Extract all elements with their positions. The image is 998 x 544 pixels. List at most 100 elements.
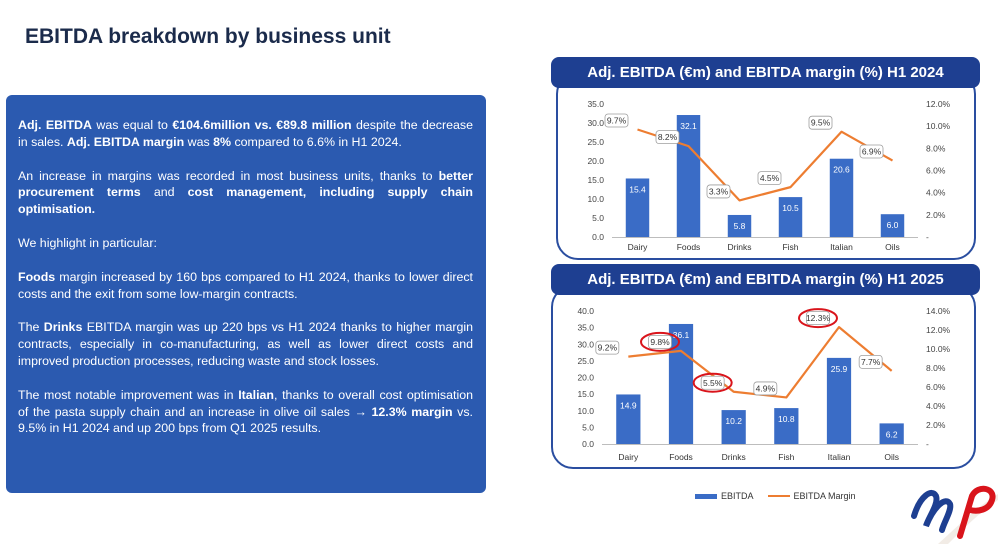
left-axis-tick: 30.0 bbox=[587, 118, 604, 128]
ebitda-bar bbox=[829, 158, 854, 237]
margin-label-box bbox=[858, 354, 883, 369]
margin-data-label: 4.9% bbox=[756, 383, 776, 393]
right-axis-tick: 2.0% bbox=[926, 210, 946, 220]
margin-label-box bbox=[604, 113, 629, 128]
margin-label-box bbox=[700, 375, 725, 390]
page-title: EBITDA breakdown by business unit bbox=[25, 25, 391, 48]
margin-data-label: 5.5% bbox=[703, 378, 723, 388]
margin-label-box bbox=[806, 311, 830, 326]
left-axis-tick: 5.0 bbox=[592, 213, 604, 223]
category-label: Dairy bbox=[628, 242, 649, 252]
category-label: Foods bbox=[677, 242, 701, 252]
right-axis-tick: 10.0% bbox=[926, 344, 951, 354]
category-label: Drinks bbox=[727, 242, 751, 252]
category-label: Italian bbox=[828, 452, 851, 462]
left-axis-tick: 5.0 bbox=[582, 422, 594, 432]
chart-legend: EBITDA EBITDA Margin bbox=[695, 489, 856, 503]
right-axis-tick: 8.0% bbox=[926, 363, 946, 373]
ebitda-bar-label: 10.2 bbox=[725, 416, 742, 426]
margin-data-label: 9.7% bbox=[607, 115, 627, 125]
ebitda-bar bbox=[721, 410, 746, 444]
left-axis-tick: 10.0 bbox=[577, 406, 594, 416]
left-axis-tick: 25.0 bbox=[587, 137, 604, 147]
margin-data-label: 8.2% bbox=[658, 132, 678, 142]
margin-data-label: 9.5% bbox=[811, 118, 831, 128]
ebitda-bar-label: 25.9 bbox=[831, 364, 848, 374]
chart-2024-title: Adj. EBITDA (€m) and EBITDA margin (%) H… bbox=[551, 57, 980, 88]
margin-label-box bbox=[706, 184, 731, 199]
ebitda-bar-label: 10.5 bbox=[782, 203, 799, 213]
category-label: Oils bbox=[885, 242, 900, 252]
left-axis-tick: 0.0 bbox=[582, 439, 594, 449]
right-axis-tick: 10.0% bbox=[926, 121, 951, 131]
paragraph-italian: The most notable improvement was in Ital… bbox=[18, 387, 473, 436]
right-axis-tick: 4.0% bbox=[926, 188, 946, 198]
left-axis-tick: 35.0 bbox=[587, 99, 604, 109]
paragraph-foods: Foods margin increased by 160 bps compar… bbox=[18, 269, 473, 301]
left-axis-tick: 15.0 bbox=[577, 389, 594, 399]
paragraph-adj-ebitda: Adj. EBITDA was equal to €104.6million v… bbox=[18, 118, 473, 149]
ebitda-bar bbox=[826, 357, 852, 444]
commentary-box: Adj. EBITDA was equal to €104.6million v… bbox=[6, 95, 486, 493]
ebitda-bar-label: 20.6 bbox=[833, 165, 850, 175]
category-label: Italian bbox=[830, 242, 853, 252]
margin-data-label: 4.5% bbox=[760, 173, 780, 183]
right-axis-tick: 2.0% bbox=[926, 420, 946, 430]
legend-ebitda-swatch bbox=[695, 493, 717, 499]
margin-line bbox=[637, 128, 894, 202]
legend-ebitda-label: EBITDA bbox=[721, 491, 754, 501]
margin-label-box bbox=[859, 144, 884, 159]
paragraph-margins: An increase in margins was recorded in m… bbox=[18, 168, 473, 217]
legend-margin-swatch bbox=[767, 495, 790, 497]
category-label: Drinks bbox=[722, 452, 746, 462]
category-label: Fish bbox=[778, 452, 794, 462]
category-label: Foods bbox=[669, 452, 693, 462]
company-logo bbox=[911, 485, 998, 544]
margin-label-box bbox=[655, 130, 680, 145]
logo-letter-n bbox=[911, 490, 954, 533]
left-axis-tick: 35.0 bbox=[577, 323, 594, 333]
margin-label-box bbox=[753, 381, 778, 396]
margin-label-box bbox=[808, 115, 833, 130]
right-axis-tick: 6.0% bbox=[926, 382, 946, 392]
ebitda-bar-label: 14.9 bbox=[620, 400, 637, 410]
margin-label-box bbox=[595, 340, 620, 355]
right-axis-tick: - bbox=[926, 439, 929, 449]
ebitda-bar-label: 5.8 bbox=[734, 221, 746, 231]
ebitda-bar bbox=[625, 178, 650, 237]
margin-data-label: 9.8% bbox=[650, 337, 670, 347]
ebitda-bar-label: 6.0 bbox=[887, 220, 899, 230]
ebitda-bar bbox=[774, 408, 799, 444]
highlight-circle bbox=[798, 308, 838, 329]
logo-letter-p bbox=[957, 485, 996, 539]
margin-label-box bbox=[757, 171, 782, 186]
right-axis-tick: 14.0% bbox=[926, 306, 951, 316]
right-axis-tick: - bbox=[926, 232, 929, 242]
margin-data-label: 7.7% bbox=[861, 357, 881, 367]
paragraph-drinks: The Drinks EBITDA margin was up 220 bps … bbox=[18, 320, 473, 368]
left-axis-tick: 30.0 bbox=[577, 339, 594, 349]
category-label: Fish bbox=[782, 242, 798, 252]
highlight-circle bbox=[640, 331, 680, 352]
paragraph-highlight: We highlight in particular: bbox=[18, 235, 157, 250]
left-axis-tick: 25.0 bbox=[577, 356, 594, 366]
left-axis-tick: 10.0 bbox=[587, 194, 604, 204]
ebitda-bar bbox=[879, 423, 904, 444]
margin-data-label: 9.2% bbox=[598, 343, 618, 353]
right-axis-tick: 12.0% bbox=[926, 325, 951, 335]
right-axis-tick: 12.0% bbox=[926, 99, 951, 109]
category-label: Oils bbox=[884, 452, 899, 462]
ebitda-bar-label: 36.1 bbox=[673, 330, 690, 340]
margin-label-box bbox=[648, 334, 672, 349]
right-axis-tick: 6.0% bbox=[926, 166, 946, 176]
ebitda-bar bbox=[880, 214, 905, 237]
chart-2025-title: Adj. EBITDA (€m) and EBITDA margin (%) H… bbox=[551, 264, 980, 295]
margin-data-label: 3.3% bbox=[709, 186, 729, 196]
left-axis-tick: 0.0 bbox=[592, 232, 604, 242]
ebitda-bar bbox=[676, 115, 701, 237]
left-axis-tick: 20.0 bbox=[587, 156, 604, 166]
margin-data-label: 12.3% bbox=[806, 313, 831, 323]
category-label: Dairy bbox=[618, 452, 639, 462]
